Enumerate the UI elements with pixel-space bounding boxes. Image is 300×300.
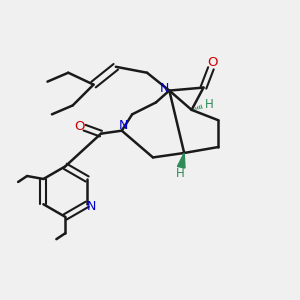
Text: N: N [87, 200, 96, 213]
Text: N: N [159, 82, 169, 95]
Text: H: H [205, 98, 213, 111]
Polygon shape [177, 153, 185, 168]
Text: H: H [176, 167, 185, 180]
Text: O: O [74, 120, 85, 133]
Text: N: N [118, 119, 128, 132]
Text: O: O [207, 56, 218, 69]
